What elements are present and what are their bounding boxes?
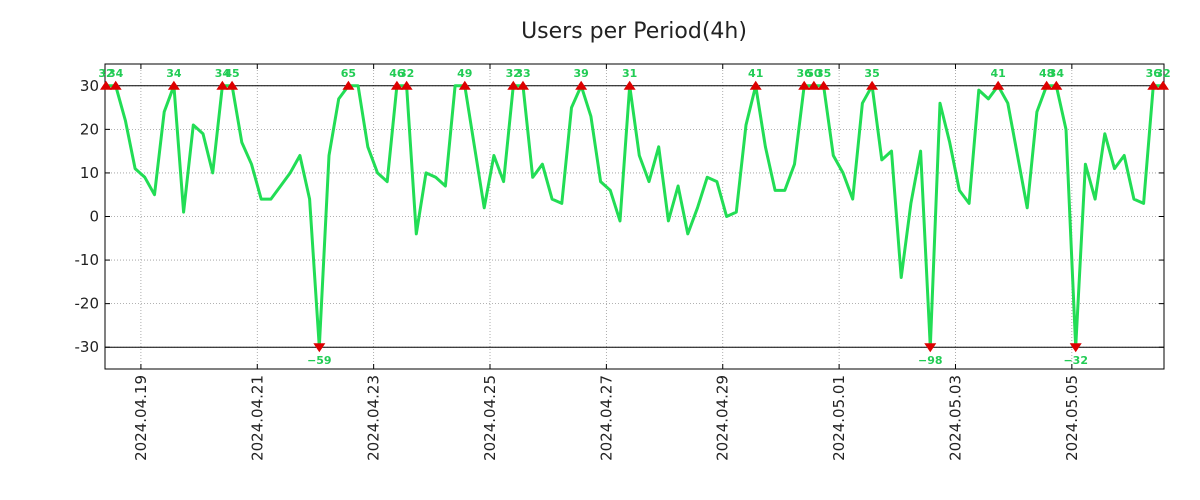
- peak-value-label: 46: [389, 67, 405, 80]
- peak-up-marker: [342, 80, 355, 90]
- peak-up-marker: [226, 80, 239, 90]
- x-tick-label: 2024.04.27: [597, 375, 615, 461]
- y-tick-label: -20: [75, 295, 100, 313]
- peak-value-label: 48: [1039, 67, 1054, 80]
- peak-value-label: 39: [574, 67, 589, 80]
- peak-up-marker: [167, 80, 180, 90]
- x-tick-label: 2024.04.25: [481, 375, 499, 461]
- peak-value-label: 32: [98, 67, 113, 80]
- peak-value-label: −98: [918, 354, 943, 367]
- y-tick-label: 20: [80, 120, 99, 138]
- x-tick-label: 2024.04.21: [248, 375, 266, 461]
- x-tick-label: 2024.04.23: [365, 375, 383, 461]
- series-line-users: [106, 84, 1163, 349]
- peak-up-marker: [109, 80, 122, 90]
- peak-value-label: 32: [506, 67, 521, 80]
- peak-up-marker: [807, 80, 820, 90]
- peak-value-label: 36: [1146, 67, 1162, 80]
- peak-value-label: 33: [515, 67, 530, 80]
- y-tick-label: 10: [80, 164, 99, 182]
- peak-value-label: 34: [166, 67, 182, 80]
- peak-value-label: 49: [457, 67, 472, 80]
- y-tick-label: 0: [89, 208, 99, 226]
- peak-up-marker: [749, 80, 762, 90]
- peak-value-label: 31: [622, 67, 637, 80]
- peak-up-marker: [817, 80, 830, 90]
- x-tick-label: 2024.04.29: [714, 375, 732, 461]
- peak-value-label: 34: [1049, 67, 1065, 80]
- peak-up-marker: [1050, 80, 1063, 90]
- peak-value-label: 41: [990, 67, 1005, 80]
- y-tick-label: -10: [75, 251, 100, 269]
- peak-value-label: 34: [108, 67, 124, 80]
- x-tick-label: 2024.04.19: [132, 375, 150, 461]
- peak-value-label: 36: [797, 67, 813, 80]
- peak-up-marker: [216, 80, 229, 90]
- peak-value-label: −32: [1063, 354, 1088, 367]
- peak-down-marker: [924, 343, 937, 353]
- peak-up-marker: [400, 80, 413, 90]
- peak-up-marker: [1040, 80, 1053, 90]
- x-axis-ticks: 2024.04.19 2024.04.21 2024.04.23 2024.04.25…: [132, 64, 1081, 461]
- peak-value-label: −59: [307, 354, 332, 367]
- peak-up-marker: [507, 80, 520, 90]
- y-tick-label: 30: [80, 77, 99, 95]
- peak-value-label: 34: [215, 67, 231, 80]
- x-tick-label: 2024.05.03: [946, 375, 964, 461]
- peak-up-marker: [575, 80, 588, 90]
- peak-value-label: 35: [864, 67, 879, 80]
- peak-up-marker: [390, 80, 403, 90]
- peak-up-marker: [516, 80, 529, 90]
- limit-lines: [105, 85, 1164, 348]
- peak-up-marker: [798, 80, 811, 90]
- peak-up-marker: [100, 80, 112, 90]
- peak-up-marker: [992, 80, 1005, 90]
- x-tick-label: 2024.05.01: [830, 375, 848, 461]
- y-axis-ticks: 30 20 10 0 -10 -20 -30: [75, 77, 1164, 356]
- series-layer: [106, 84, 1163, 349]
- peak-up-marker: [458, 80, 471, 90]
- peak-up-marker: [866, 80, 879, 90]
- x-tick-label: 2024.05.05: [1063, 375, 1081, 461]
- peak-value-label: 65: [341, 67, 356, 80]
- peak-value-label: 50: [806, 67, 822, 80]
- peak-up-marker: [623, 80, 636, 90]
- y-tick-label: -30: [75, 338, 100, 356]
- peak-value-label: 35: [816, 67, 831, 80]
- peak-value-label: 32: [399, 67, 414, 80]
- peak-down-marker: [1069, 343, 1082, 353]
- peak-value-label: 41: [748, 67, 763, 80]
- peak-up-marker: [1147, 80, 1160, 90]
- peak-down-marker: [313, 343, 326, 353]
- peak-value-label: 45: [224, 67, 239, 80]
- peak-up-marker: [1157, 80, 1169, 90]
- peak-value-label: 32: [1155, 67, 1170, 80]
- chart-title: Users per Period(4h): [521, 19, 747, 44]
